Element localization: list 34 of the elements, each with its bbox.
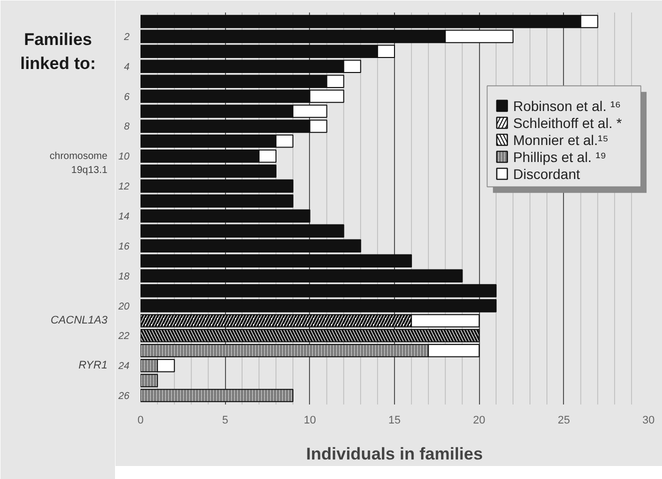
y-tick-label: 22 xyxy=(117,331,130,342)
y-tick-label: 4 xyxy=(124,62,130,73)
y-tick-label: 16 xyxy=(118,241,130,252)
x-axis-title: Individuals in families xyxy=(306,444,483,464)
bar xyxy=(140,179,294,193)
y-tick-label: 20 xyxy=(117,301,130,312)
text: RYR1 xyxy=(78,360,108,372)
x-tick-label: 15 xyxy=(388,414,401,426)
legend-label: Discordant xyxy=(513,166,580,182)
y-tick-label: 10 xyxy=(118,152,130,163)
x-tick-label: 20 xyxy=(473,414,486,426)
bar xyxy=(140,194,294,208)
bar xyxy=(140,209,310,223)
y-tick-label: 8 xyxy=(124,122,130,133)
y-tick-label: 14 xyxy=(118,211,130,222)
y-tick-label: 26 xyxy=(117,391,130,402)
y-tick-label: 6 xyxy=(124,92,130,103)
x-tick-label: 5 xyxy=(222,414,228,426)
text: chromosome 19q13.1 xyxy=(50,151,108,176)
y-tick-label: 2 xyxy=(122,32,130,43)
legend-label: Phillips et al. ¹⁹ xyxy=(513,148,606,165)
y-tick-label: 12 xyxy=(118,182,130,193)
bar xyxy=(140,224,344,238)
text: Families linked to: xyxy=(20,30,96,73)
x-tick-label: 10 xyxy=(304,414,316,426)
y-tick-label: 18 xyxy=(118,271,130,282)
x-tick-label: 0 xyxy=(137,414,144,426)
text: CACNL1A3 xyxy=(50,314,108,327)
legend-label: Monnier et al.¹⁵ xyxy=(513,132,608,148)
legend-label: Robinson et al. ¹⁶ xyxy=(513,98,621,114)
x-tick-label: 30 xyxy=(642,414,655,426)
legend-label: Schleithoff et al. * xyxy=(513,114,622,131)
x-tick-label: 25 xyxy=(558,414,570,426)
y-tick-label: 24 xyxy=(117,361,130,372)
